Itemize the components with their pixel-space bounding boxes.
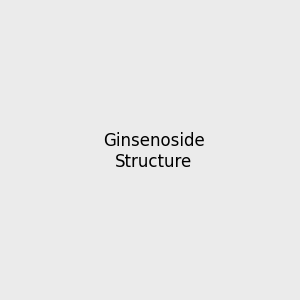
Text: Ginsenoside
Structure: Ginsenoside Structure <box>103 132 205 171</box>
